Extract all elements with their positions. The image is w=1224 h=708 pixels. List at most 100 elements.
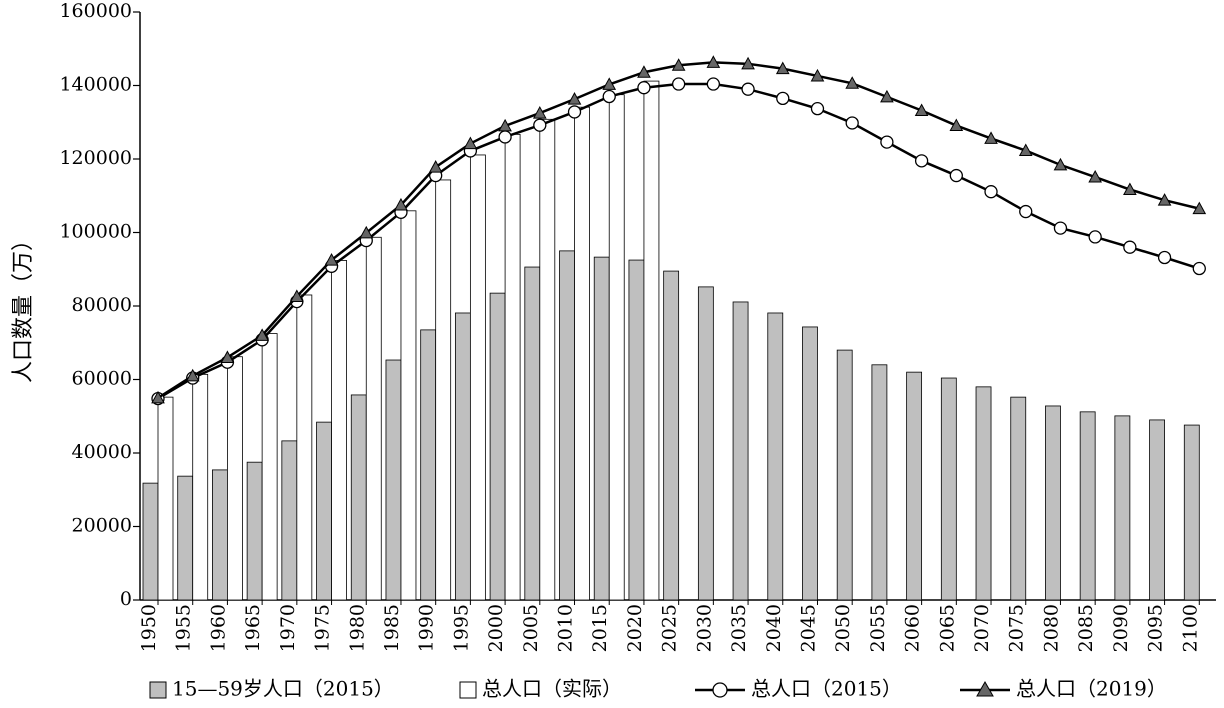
- marker: [741, 56, 755, 70]
- legend-label: 总人口（实际）: [482, 677, 622, 701]
- legend: 15—59岁人口（2015） 总人口（实际） 总人口（2015） 总人口（2019）: [149, 677, 1167, 701]
- legend-swatch: [459, 681, 477, 699]
- x-tick-label: 1985: [381, 604, 403, 652]
- legend-label: 总人口（2019）: [1016, 677, 1167, 701]
- marker: [289, 289, 304, 302]
- x-tick-label: 1965: [242, 604, 264, 652]
- x-tick-label: 1950: [138, 604, 160, 652]
- marker: [810, 68, 825, 82]
- marker: [1019, 204, 1033, 219]
- bar: [871, 364, 888, 601]
- marker: [949, 118, 964, 132]
- x-tick-label: 2010: [555, 604, 577, 652]
- bar: [246, 461, 263, 601]
- y-tick-label: 20000: [72, 515, 132, 537]
- x-tick-label: 2035: [728, 604, 750, 652]
- marker: [949, 168, 963, 183]
- y-tick-label: 0: [120, 588, 132, 610]
- bar: [1149, 419, 1165, 601]
- x-tick-label: 2075: [1006, 604, 1028, 652]
- x-tick-label: 2100: [1179, 604, 1201, 652]
- x-tick-label: 2060: [902, 604, 924, 652]
- marker: [220, 350, 235, 363]
- x-tick-label: 1960: [207, 604, 229, 652]
- bar: [385, 359, 402, 601]
- bar: [261, 333, 278, 601]
- y-tick-label: 40000: [72, 441, 132, 463]
- marker: [706, 77, 721, 91]
- marker: [776, 91, 790, 106]
- marker: [845, 76, 860, 89]
- bar: [365, 236, 382, 601]
- bar: [157, 396, 174, 601]
- marker: [880, 135, 894, 149]
- marker: [359, 225, 374, 239]
- marker: [984, 131, 998, 144]
- x-tick-label: 2070: [971, 604, 993, 652]
- bar: [192, 373, 209, 601]
- marker: [567, 92, 582, 105]
- legend-swatch: [149, 681, 167, 699]
- bar: [593, 256, 610, 601]
- marker: [567, 105, 582, 119]
- x-tick-label: 2085: [1075, 604, 1097, 652]
- bar: [504, 133, 521, 601]
- marker: [914, 154, 929, 168]
- marker: [151, 390, 165, 404]
- marker: [706, 55, 721, 68]
- marker: [880, 89, 894, 103]
- marker: [914, 103, 929, 116]
- bar: [212, 469, 228, 601]
- bar: [663, 270, 680, 601]
- x-tick-label: 1995: [450, 604, 472, 652]
- bar: [331, 260, 347, 601]
- bar: [281, 440, 298, 601]
- marker: [637, 65, 651, 78]
- x-tick-label: 2090: [1110, 604, 1132, 652]
- bar: [1183, 424, 1200, 601]
- bar: [227, 356, 243, 601]
- marker: [498, 130, 512, 144]
- bar: [732, 301, 749, 601]
- legend-item: 总人口（2019）: [960, 677, 1167, 701]
- bar: [906, 371, 923, 601]
- bar: [940, 377, 957, 601]
- y-tick-label: 160000: [59, 0, 132, 22]
- marker: [1018, 143, 1033, 157]
- x-tick-label: 2025: [659, 604, 681, 652]
- x-tick-label: 2045: [797, 604, 819, 652]
- marker: [324, 253, 339, 266]
- marker: [1192, 201, 1207, 215]
- y-tick-label: 120000: [59, 147, 132, 169]
- bar: [836, 349, 853, 601]
- bar: [975, 386, 992, 601]
- x-tick-label: 1955: [173, 604, 195, 652]
- bar: [316, 421, 332, 601]
- x-tick-label: 2000: [485, 604, 507, 652]
- bar: [697, 286, 714, 601]
- marker: [185, 368, 200, 382]
- x-tick-label: 2065: [936, 604, 958, 652]
- marker: [1123, 240, 1137, 254]
- x-tick-label: 2030: [693, 604, 715, 652]
- bar: [454, 312, 471, 601]
- bar: [608, 94, 625, 601]
- marker: [1088, 169, 1103, 183]
- bar: [142, 482, 159, 601]
- bar: [1114, 415, 1131, 601]
- bar: [1010, 396, 1027, 601]
- bar: [420, 329, 437, 601]
- marker: [463, 136, 478, 150]
- marker: [810, 102, 825, 116]
- marker: [255, 328, 269, 341]
- legend-item: 总人口（2015）: [695, 677, 902, 701]
- legend-marker: [976, 680, 994, 697]
- bar: [802, 326, 818, 601]
- marker: [1192, 261, 1206, 276]
- marker: [1123, 182, 1137, 196]
- bar: [469, 154, 486, 601]
- x-tick-label: 2020: [624, 604, 646, 652]
- y-tick-label: 80000: [72, 294, 132, 316]
